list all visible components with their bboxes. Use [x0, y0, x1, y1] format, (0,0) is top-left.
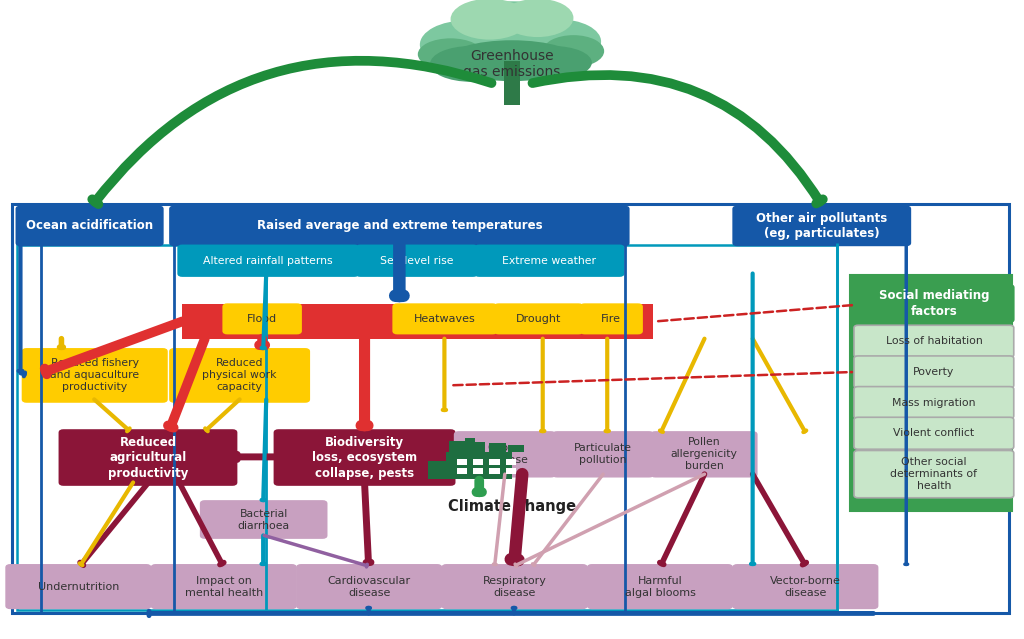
Bar — [469, 442, 485, 452]
FancyBboxPatch shape — [733, 206, 910, 245]
FancyBboxPatch shape — [152, 565, 296, 608]
Text: Pollen
allergenicity
burden: Pollen allergenicity burden — [671, 437, 737, 472]
Ellipse shape — [418, 38, 483, 70]
Bar — [182, 304, 653, 339]
Text: Heatwaves: Heatwaves — [414, 314, 476, 324]
FancyBboxPatch shape — [297, 565, 441, 608]
FancyBboxPatch shape — [455, 432, 555, 477]
Ellipse shape — [514, 46, 592, 79]
Text: Loss of habitation: Loss of habitation — [886, 336, 982, 346]
FancyBboxPatch shape — [59, 430, 237, 485]
Bar — [504, 61, 520, 105]
Text: Violent conflict: Violent conflict — [893, 428, 975, 438]
FancyBboxPatch shape — [651, 432, 757, 477]
FancyBboxPatch shape — [201, 501, 327, 538]
FancyBboxPatch shape — [6, 565, 151, 608]
Text: Altered rainfall patterns: Altered rainfall patterns — [204, 256, 333, 266]
FancyBboxPatch shape — [23, 349, 167, 402]
FancyArrowPatch shape — [454, 372, 852, 385]
FancyBboxPatch shape — [356, 245, 477, 276]
Text: Ocean acidification: Ocean acidification — [26, 219, 154, 233]
Ellipse shape — [502, 0, 573, 37]
FancyBboxPatch shape — [854, 450, 1014, 498]
Text: Raised average and extreme temperatures: Raised average and extreme temperatures — [257, 219, 542, 233]
FancyBboxPatch shape — [854, 325, 1014, 357]
Bar — [12, 204, 1009, 613]
Bar — [449, 441, 465, 452]
Text: Climate change: Climate change — [447, 498, 577, 514]
FancyBboxPatch shape — [170, 349, 309, 402]
FancyBboxPatch shape — [475, 245, 624, 276]
Bar — [506, 459, 516, 465]
Text: Reduced
agricultural
productivity: Reduced agricultural productivity — [108, 436, 188, 479]
Bar — [457, 468, 467, 474]
FancyBboxPatch shape — [170, 206, 629, 245]
FancyArrowPatch shape — [658, 305, 852, 321]
Bar — [428, 461, 449, 479]
Bar — [17, 245, 837, 610]
Text: Reduced fishery
and aquaculture
productivity: Reduced fishery and aquaculture producti… — [50, 358, 139, 392]
Text: Flood: Flood — [247, 314, 278, 324]
Text: Sea-level rise: Sea-level rise — [380, 256, 454, 266]
Text: Drought: Drought — [516, 314, 561, 324]
FancyBboxPatch shape — [274, 430, 455, 485]
Ellipse shape — [430, 46, 512, 82]
FancyBboxPatch shape — [733, 565, 878, 608]
Ellipse shape — [543, 35, 604, 67]
FancyBboxPatch shape — [581, 304, 642, 334]
FancyBboxPatch shape — [495, 304, 583, 334]
Bar — [473, 468, 483, 474]
FancyBboxPatch shape — [553, 432, 653, 477]
FancyBboxPatch shape — [854, 387, 1014, 419]
Bar — [508, 445, 524, 452]
Bar — [446, 452, 512, 479]
FancyBboxPatch shape — [588, 565, 732, 608]
Text: Cardiovascular
disease: Cardiovascular disease — [328, 576, 411, 597]
FancyBboxPatch shape — [854, 285, 1014, 322]
Text: Respiratory
disease: Respiratory disease — [482, 576, 547, 597]
Ellipse shape — [445, 40, 579, 81]
Ellipse shape — [451, 1, 573, 63]
Text: Other air pollutants
(eg, particulates): Other air pollutants (eg, particulates) — [756, 212, 888, 240]
Text: Social mediating
factors: Social mediating factors — [879, 289, 989, 318]
Text: Extreme weather: Extreme weather — [503, 256, 596, 266]
FancyBboxPatch shape — [16, 206, 163, 245]
Text: Harmful
algal blooms: Harmful algal blooms — [625, 576, 695, 597]
Text: Poverty: Poverty — [913, 367, 954, 377]
Bar — [489, 459, 500, 465]
Bar — [473, 459, 483, 465]
Text: Greenhouse
gas emissions: Greenhouse gas emissions — [463, 49, 561, 79]
Text: Impact on
mental health: Impact on mental health — [184, 576, 263, 597]
FancyBboxPatch shape — [178, 245, 358, 276]
Ellipse shape — [515, 19, 601, 64]
Text: Biodiversity
loss, ecosystem
collapse, pests: Biodiversity loss, ecosystem collapse, p… — [312, 436, 417, 479]
FancyBboxPatch shape — [442, 565, 587, 608]
Bar — [457, 459, 467, 465]
Ellipse shape — [451, 0, 528, 40]
Bar — [506, 468, 516, 474]
Bar — [489, 443, 506, 452]
Text: Mass migration: Mass migration — [892, 397, 976, 408]
Text: Particulate
pollution: Particulate pollution — [574, 443, 632, 465]
Bar — [850, 275, 1012, 511]
FancyBboxPatch shape — [393, 304, 497, 334]
Text: Vector-borne
disease: Vector-borne disease — [770, 576, 841, 597]
Text: Reduced
physical work
capacity: Reduced physical work capacity — [203, 358, 276, 392]
Text: Other social
determinants of
health: Other social determinants of health — [891, 457, 977, 491]
FancyBboxPatch shape — [854, 417, 1014, 449]
Text: Bacterial
diarrhoea: Bacterial diarrhoea — [238, 509, 290, 530]
Ellipse shape — [420, 20, 512, 69]
Text: Undernutrition: Undernutrition — [38, 581, 119, 592]
Text: Ozone
increase: Ozone increase — [482, 443, 527, 465]
Bar — [489, 468, 500, 474]
Text: Fire: Fire — [601, 314, 622, 324]
FancyBboxPatch shape — [223, 304, 301, 334]
FancyBboxPatch shape — [854, 356, 1014, 388]
Bar — [465, 438, 475, 452]
